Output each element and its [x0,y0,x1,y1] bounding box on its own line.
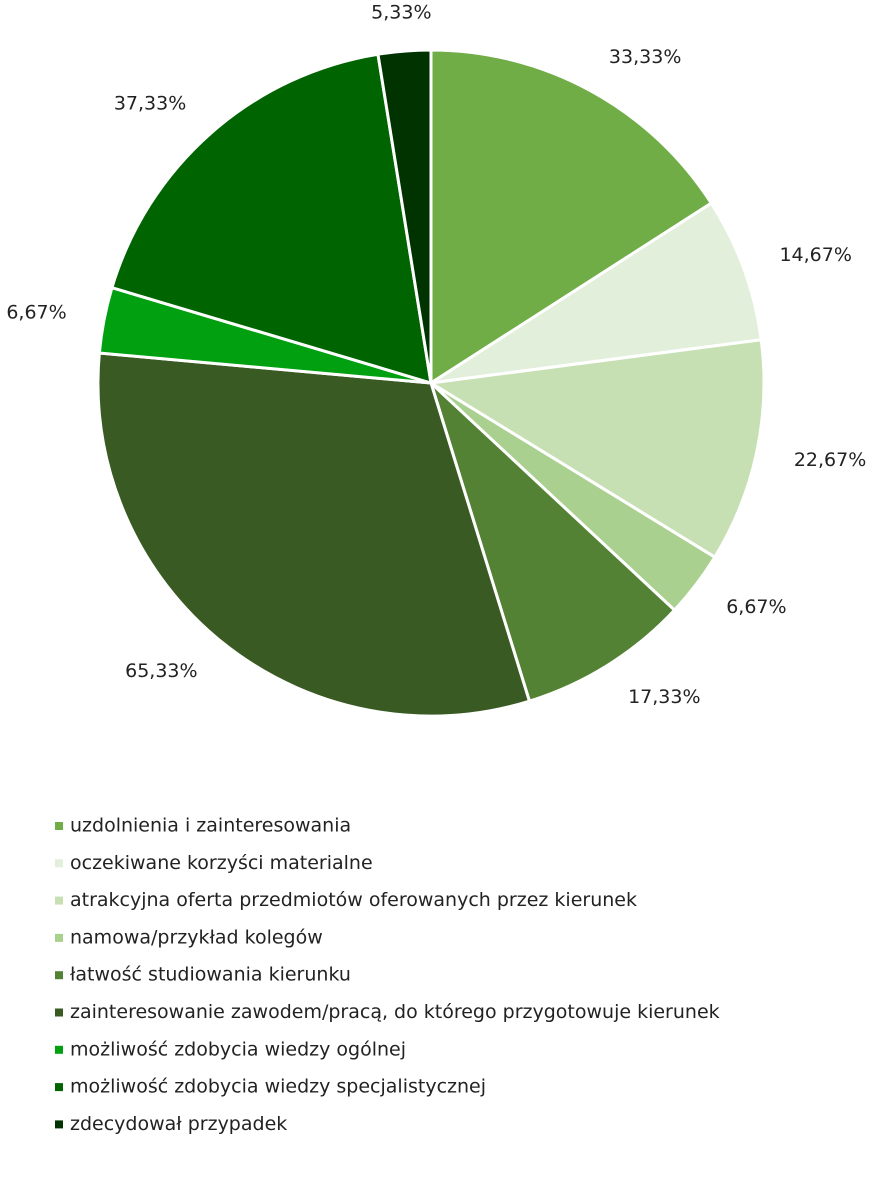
legend-swatch [55,1083,63,1092]
legend-swatch [55,859,63,868]
pie-slice [96,351,532,718]
legend-label: oczekiwane korzyści materialne [70,852,373,874]
legend-label: zdecydował przypadek [70,1113,287,1135]
data-label: 14,67% [779,244,851,266]
pie-slice [430,201,763,385]
data-label: 17,33% [628,686,700,708]
legend-label: możliwość zdobycia wiedzy ogólnej [70,1038,406,1060]
legend-label: atrakcyjna oferta przedmiotów oferowanyc… [70,889,637,911]
data-label: 33,33% [609,46,681,68]
pie-slice [426,338,766,560]
data-label: 6,67% [6,301,66,323]
legend-swatch [55,1008,63,1017]
legend-swatch [55,1120,63,1129]
data-label: 65,33% [125,660,197,682]
pie-slice [427,378,677,704]
legend-swatch [55,933,63,942]
legend-swatch [55,1045,63,1054]
data-label: 6,67% [726,596,786,618]
legend-swatch [55,971,63,980]
data-label: 22,67% [794,449,866,471]
legend-label: namowa/przykład kolegów [70,926,323,948]
legend-label: możliwość zdobycia wiedzy specjalistyczn… [70,1076,486,1098]
legend-label: łatwość studiowania kierunku [70,964,351,986]
pie-slice [429,48,714,386]
pie-slice [110,52,433,386]
legend-swatch [55,822,63,830]
legend-label: zainteresowanie zawodem/pracą, do któreg… [70,1001,720,1023]
data-label: 5,33% [371,2,431,24]
legend-swatch [55,896,63,905]
pie-slice [376,48,433,384]
legend-label: uzdolnienia i zainteresowania [70,815,351,837]
data-label: 37,33% [114,93,186,115]
